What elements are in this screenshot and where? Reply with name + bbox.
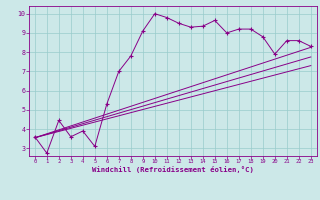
X-axis label: Windchill (Refroidissement éolien,°C): Windchill (Refroidissement éolien,°C) xyxy=(92,166,254,173)
